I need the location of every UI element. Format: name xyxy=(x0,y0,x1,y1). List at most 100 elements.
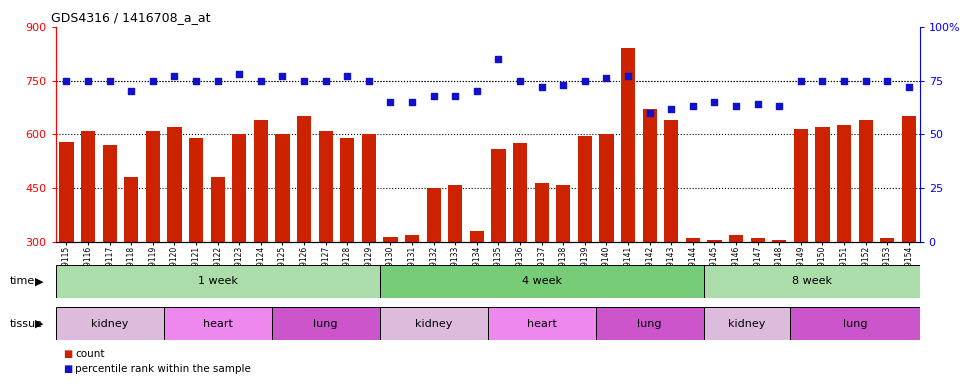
Bar xyxy=(189,138,204,242)
Bar xyxy=(642,109,657,242)
Bar xyxy=(340,138,354,242)
Text: heart: heart xyxy=(527,318,557,329)
Text: percentile rank within the sample: percentile rank within the sample xyxy=(75,364,251,374)
Text: 4 week: 4 week xyxy=(521,276,562,286)
Bar xyxy=(124,177,138,242)
Point xyxy=(188,78,204,84)
Text: GDS4316 / 1416708_a_at: GDS4316 / 1416708_a_at xyxy=(51,11,211,24)
Point xyxy=(167,73,182,79)
Point xyxy=(642,110,658,116)
Point xyxy=(469,88,485,94)
Bar xyxy=(685,238,700,242)
Bar xyxy=(146,131,160,242)
Bar xyxy=(880,238,895,242)
Bar xyxy=(708,240,722,242)
Bar xyxy=(772,240,786,242)
Point xyxy=(210,78,226,84)
Bar xyxy=(901,116,916,242)
Point xyxy=(836,78,852,84)
Point xyxy=(750,101,765,108)
Text: 1 week: 1 week xyxy=(198,276,238,286)
Bar xyxy=(319,131,333,242)
Text: ■: ■ xyxy=(63,364,73,374)
Text: ▶: ▶ xyxy=(35,318,43,329)
Bar xyxy=(272,307,380,340)
Bar xyxy=(60,142,74,242)
Text: count: count xyxy=(75,349,105,359)
Bar xyxy=(815,127,829,242)
Text: ▶: ▶ xyxy=(35,276,43,286)
Bar xyxy=(210,177,225,242)
Text: kidney: kidney xyxy=(415,318,452,329)
Point xyxy=(145,78,160,84)
Bar xyxy=(380,265,704,298)
Point xyxy=(879,78,895,84)
Point xyxy=(513,78,528,84)
Text: time: time xyxy=(10,276,35,286)
Bar xyxy=(56,265,380,298)
Bar xyxy=(794,129,808,242)
Text: lung: lung xyxy=(843,318,867,329)
Point xyxy=(685,103,701,109)
Point xyxy=(361,78,376,84)
Text: lung: lung xyxy=(313,318,338,329)
Point xyxy=(253,78,269,84)
Text: heart: heart xyxy=(203,318,232,329)
Point xyxy=(858,78,874,84)
Point xyxy=(772,103,787,109)
Point xyxy=(534,84,549,90)
Point xyxy=(275,73,290,79)
Bar xyxy=(790,307,920,340)
Text: ■: ■ xyxy=(63,349,73,359)
Point xyxy=(383,99,398,105)
Point xyxy=(297,78,312,84)
Point xyxy=(231,71,247,77)
Bar xyxy=(729,235,743,242)
Bar xyxy=(297,116,311,242)
Point xyxy=(404,99,420,105)
Bar xyxy=(488,307,595,340)
Point xyxy=(556,82,571,88)
Bar xyxy=(556,185,570,242)
Bar xyxy=(383,237,397,242)
Bar xyxy=(704,265,920,298)
Point xyxy=(491,56,506,62)
Bar xyxy=(513,143,527,242)
Bar xyxy=(599,134,613,242)
Text: kidney: kidney xyxy=(729,318,765,329)
Point xyxy=(426,93,442,99)
Text: lung: lung xyxy=(637,318,662,329)
Bar xyxy=(492,149,506,242)
Point xyxy=(577,78,592,84)
Point xyxy=(318,78,333,84)
Bar xyxy=(751,238,765,242)
Bar xyxy=(253,120,268,242)
Bar xyxy=(276,134,290,242)
Text: kidney: kidney xyxy=(91,318,129,329)
Text: 8 week: 8 week xyxy=(792,276,831,286)
Bar xyxy=(232,134,247,242)
Bar xyxy=(535,183,549,242)
Bar xyxy=(578,136,592,242)
Bar xyxy=(405,235,420,242)
Bar xyxy=(858,120,873,242)
Bar xyxy=(362,134,376,242)
Point xyxy=(815,78,830,84)
Point xyxy=(663,106,679,112)
Bar xyxy=(163,307,272,340)
Point xyxy=(102,78,117,84)
Point xyxy=(901,84,917,90)
Point xyxy=(340,73,355,79)
Bar xyxy=(426,188,441,242)
Bar xyxy=(448,185,463,242)
Text: tissue: tissue xyxy=(10,318,42,329)
Bar xyxy=(837,126,852,242)
Point xyxy=(729,103,744,109)
Bar xyxy=(56,307,163,340)
Bar xyxy=(664,120,679,242)
Bar xyxy=(103,145,117,242)
Point xyxy=(81,78,96,84)
Point xyxy=(447,93,463,99)
Point xyxy=(620,73,636,79)
Bar xyxy=(167,127,181,242)
